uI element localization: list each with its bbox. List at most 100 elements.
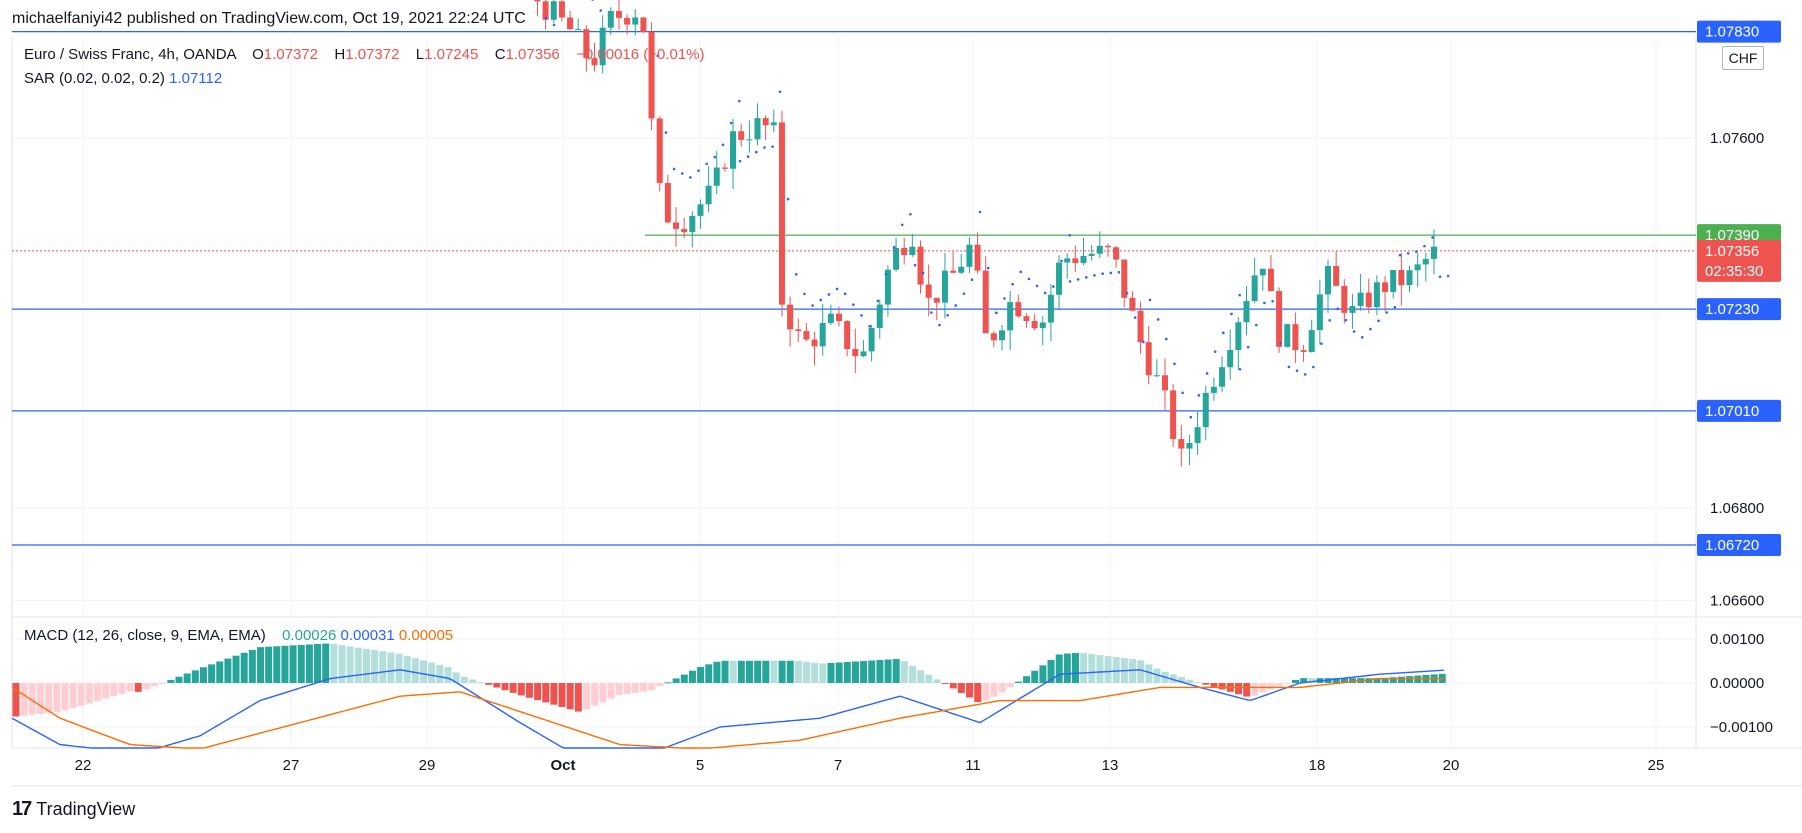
macd-histogram-bar — [786, 660, 794, 683]
macd-histogram-bar — [623, 683, 631, 694]
sar-dot — [1295, 369, 1299, 372]
candle-down — [1104, 245, 1111, 248]
macd-histogram-bar — [362, 648, 370, 683]
sar-dot — [1336, 307, 1340, 311]
candle-up — [868, 327, 875, 352]
macd-histogram-bar — [705, 664, 713, 683]
low-label: L — [415, 46, 425, 63]
candle-up — [1064, 258, 1071, 263]
sar-dot — [1398, 253, 1402, 257]
time-tick-label: 13 — [1102, 757, 1119, 774]
candle-down — [648, 31, 655, 119]
candle-up — [713, 167, 720, 186]
sar-dot — [1011, 282, 1014, 286]
sar-dot — [746, 155, 750, 158]
candle-down — [1129, 297, 1136, 311]
candle-up — [827, 313, 834, 324]
sar-dot — [1125, 291, 1129, 295]
macd-histogram-bar — [631, 683, 639, 693]
macd-legend[interactable]: MACD (12, 26, close, 9, EMA, EMA) 0.0002… — [24, 627, 453, 644]
macd-histogram-bar — [982, 683, 990, 701]
macd-histogram-bar — [77, 683, 85, 706]
macd-histogram-bar — [884, 659, 892, 683]
macd-histogram-bar — [1153, 668, 1161, 683]
candle-down — [1292, 324, 1299, 351]
candle-down — [1121, 259, 1128, 298]
candle-up — [1056, 262, 1063, 295]
sar-dot — [1271, 299, 1274, 303]
macd-histogram-bar — [778, 660, 786, 683]
candle-up — [599, 27, 606, 66]
candle-up — [1243, 301, 1250, 323]
sar-dot — [591, 0, 594, 1]
macd-histogram-bar — [591, 683, 599, 706]
candle-down — [640, 17, 647, 32]
currency-button[interactable]: CHF — [1722, 46, 1764, 70]
sar-dot — [1352, 330, 1356, 333]
price-axis[interactable]: 1.086001.080001.076001.068001.066000.001… — [1710, 0, 1773, 736]
symbol-name[interactable]: Euro / Swiss Franc, 4h, OANDA — [24, 46, 236, 63]
candle-up — [1414, 264, 1421, 271]
macd-histogram-bar — [134, 683, 142, 692]
sar-dot — [843, 292, 847, 296]
macd-histogram-bar — [770, 660, 778, 683]
level-badge: 1.07010 — [1705, 403, 1759, 420]
open-value: 1.07372 — [263, 46, 318, 63]
sar-dot — [1238, 367, 1242, 371]
macd-histogram-bar — [737, 660, 745, 683]
macd-histogram-bar — [680, 674, 688, 683]
candle-down — [787, 304, 794, 330]
sar-legend[interactable]: SAR (0.02, 0.02, 0.2) 1.07112 — [24, 70, 222, 87]
macd-histogram-bar — [1267, 683, 1275, 690]
macd-histogram-bar — [534, 683, 542, 701]
macd-histogram-bar — [216, 661, 224, 683]
sar-dot — [986, 266, 990, 270]
macd-histogram-bar — [1218, 683, 1226, 690]
macd-histogram-bar — [289, 645, 297, 683]
macd-histogram-bar — [142, 683, 150, 690]
macd-histogram-bar — [835, 662, 843, 683]
footer-brand[interactable]: 17 TradingView — [12, 798, 135, 821]
candle-up — [1219, 367, 1226, 387]
sar-dot — [1213, 350, 1217, 353]
tradingview-logo-icon: 17 — [12, 798, 32, 820]
candle-up — [1186, 443, 1193, 449]
macd-histogram-bar — [1349, 678, 1357, 683]
candle-up — [860, 351, 867, 357]
horizontal-levels[interactable] — [12, 0, 1696, 546]
macd-histogram-bar — [420, 660, 427, 683]
candle-down — [1333, 265, 1340, 286]
macd-histogram-bar — [574, 683, 582, 712]
sar-dot — [1173, 362, 1176, 366]
macd-histogram-bar — [1210, 683, 1218, 688]
sar-dot — [1027, 277, 1031, 281]
macd-line-value: 0.00031 — [340, 627, 395, 644]
brand-name: TradingView — [36, 799, 136, 819]
macd-histogram-bar — [990, 683, 998, 697]
sar-dot — [860, 314, 863, 317]
candle-down — [778, 122, 785, 305]
candle-down — [1267, 268, 1274, 292]
macd-histogram-bar — [1235, 683, 1242, 695]
sar-dot — [1446, 274, 1450, 278]
macd-histogram-bar — [1047, 659, 1055, 683]
time-axis[interactable]: 22 27 29 Oct 5 7 11 13 18 20 25 — [75, 757, 1665, 774]
candle-down — [1023, 316, 1030, 322]
macd-histogram-bar — [501, 683, 509, 691]
macd-histogram-bar — [974, 683, 982, 703]
sar-dot — [930, 311, 933, 314]
sar-value: 1.07112 — [169, 70, 223, 87]
sar-dot — [680, 172, 684, 175]
candle-down — [534, 0, 541, 2]
candle-up — [1227, 349, 1234, 368]
macd-histogram-bar — [1072, 653, 1079, 683]
candle-up — [1080, 256, 1087, 263]
macd-histogram-bar — [648, 683, 656, 691]
sar-dot — [1303, 373, 1307, 376]
macd-histogram-bar — [933, 679, 941, 683]
macd-histogram-bar — [330, 643, 338, 683]
macd-histogram-bar — [1275, 683, 1283, 687]
macd-histogram-bar — [1373, 678, 1381, 683]
sar-dot — [738, 99, 741, 103]
